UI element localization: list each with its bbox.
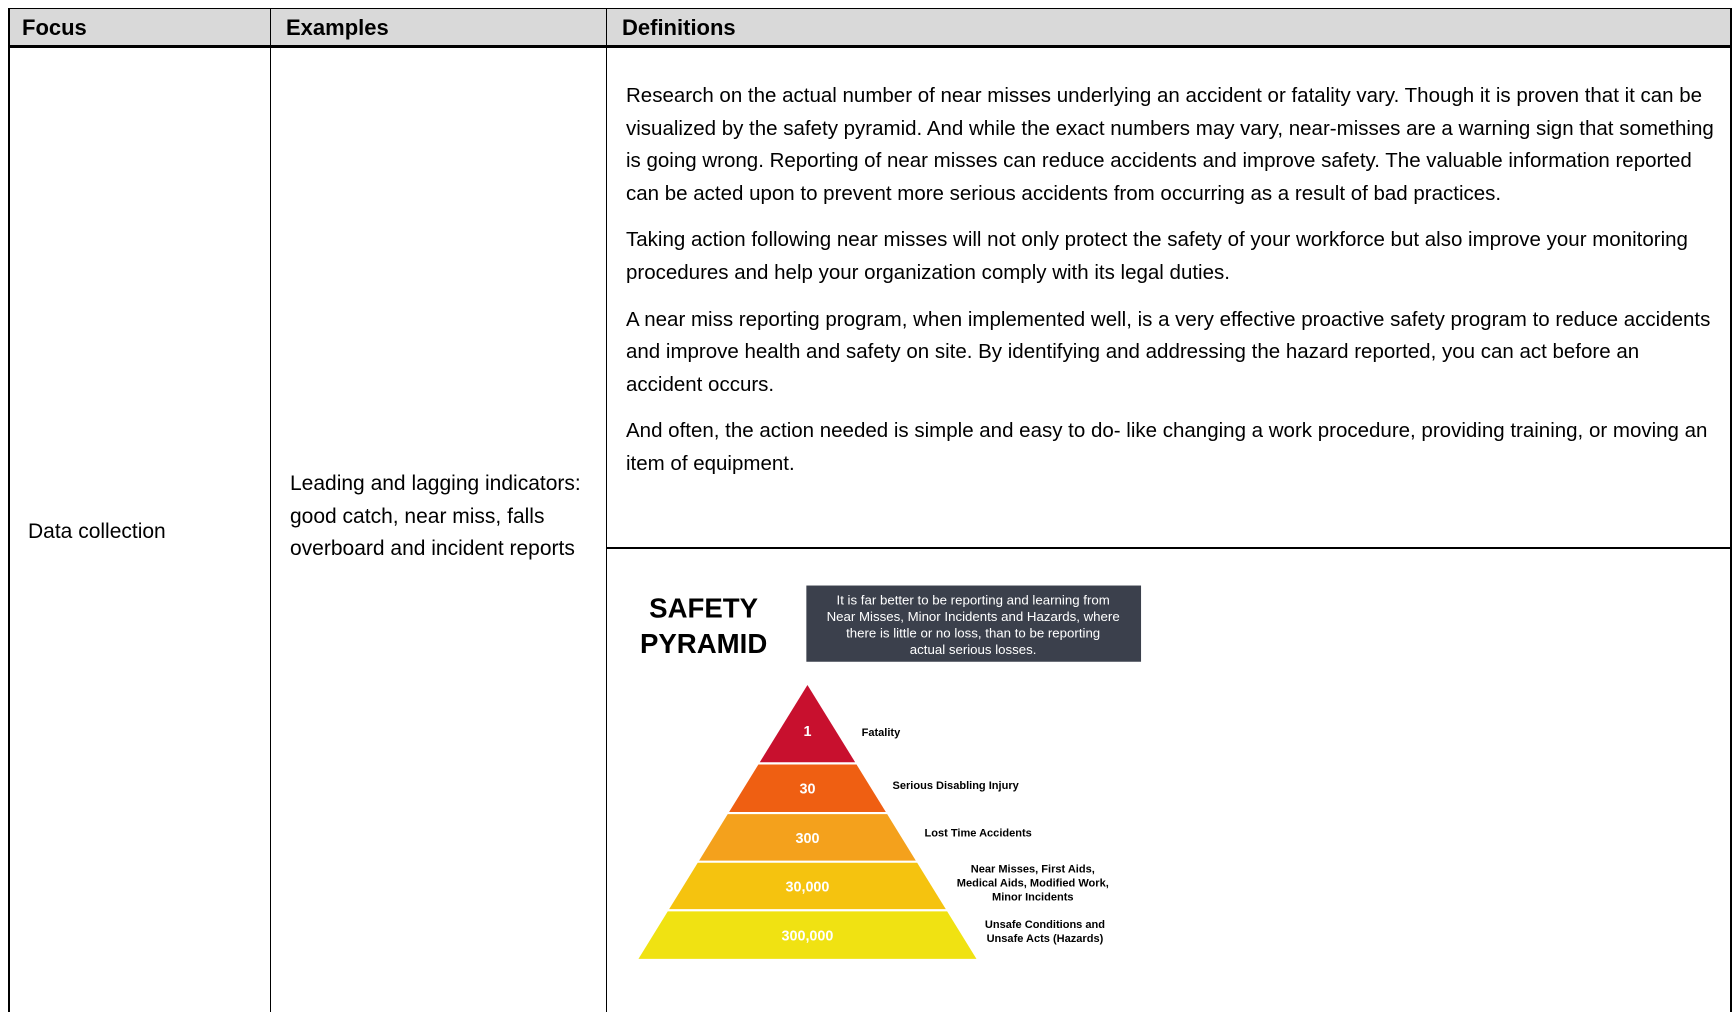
level-count: 300,000 (782, 929, 834, 945)
pyramid-level (759, 684, 856, 763)
border (9, 8, 1732, 9)
level-count: 300 (795, 831, 819, 847)
header-cell: Definitions (622, 15, 736, 40)
border (9, 45, 1732, 48)
border (1730, 8, 1732, 1012)
header-cell: Examples (286, 15, 389, 40)
pyramid-level (669, 862, 946, 910)
examples-cell: Leading and lagging indicators: good cat… (290, 472, 581, 561)
level-label: Serious Disabling Injury (893, 780, 1020, 792)
level-label: Lost Time Accidents (925, 827, 1032, 839)
header-cell: Focus (22, 15, 87, 40)
note-text: actual serious losses. (910, 642, 1037, 657)
definition-paragraph: And often, the action needed is simple a… (626, 419, 1708, 475)
level-count: 30 (799, 782, 815, 798)
border (607, 547, 1732, 549)
pyramid-title: SAFETY (649, 593, 758, 624)
pyramid-level (699, 814, 916, 861)
definition-paragraph: Research on the actual number of near mi… (626, 84, 1714, 205)
pyramid-title: PYRAMID (640, 628, 767, 659)
focus-cell: Data collection (28, 520, 166, 543)
definition-paragraph: A near miss reporting program, when impl… (626, 307, 1711, 396)
level-label: Medical Aids, Modified Work, (957, 878, 1109, 890)
level-label: Near Misses, First Aids, (971, 864, 1095, 876)
level-label: Unsafe Acts (Hazards) (987, 933, 1104, 945)
border (606, 8, 607, 1012)
definition-paragraph: Taking action following near misses will… (626, 228, 1688, 284)
pyramid-level (729, 764, 886, 812)
note-text: there is little or no loss, than to be r… (846, 625, 1100, 640)
note-text: Near Misses, Minor Incidents and Hazards… (827, 609, 1120, 624)
border (8, 8, 10, 1012)
note-text: It is far better to be reporting and lea… (837, 592, 1110, 607)
note-box (806, 585, 1142, 662)
level-label: Minor Incidents (992, 891, 1074, 903)
level-count: 30,000 (786, 880, 830, 896)
header-row (9, 9, 1732, 46)
level-label: Fatality (862, 727, 901, 739)
border (270, 8, 271, 1012)
level-label: Unsafe Conditions and (985, 919, 1105, 931)
level-count: 1 (803, 724, 811, 740)
pyramid-level (638, 911, 977, 959)
definitions-cell: Research on the actual number of near mi… (626, 80, 1716, 495)
